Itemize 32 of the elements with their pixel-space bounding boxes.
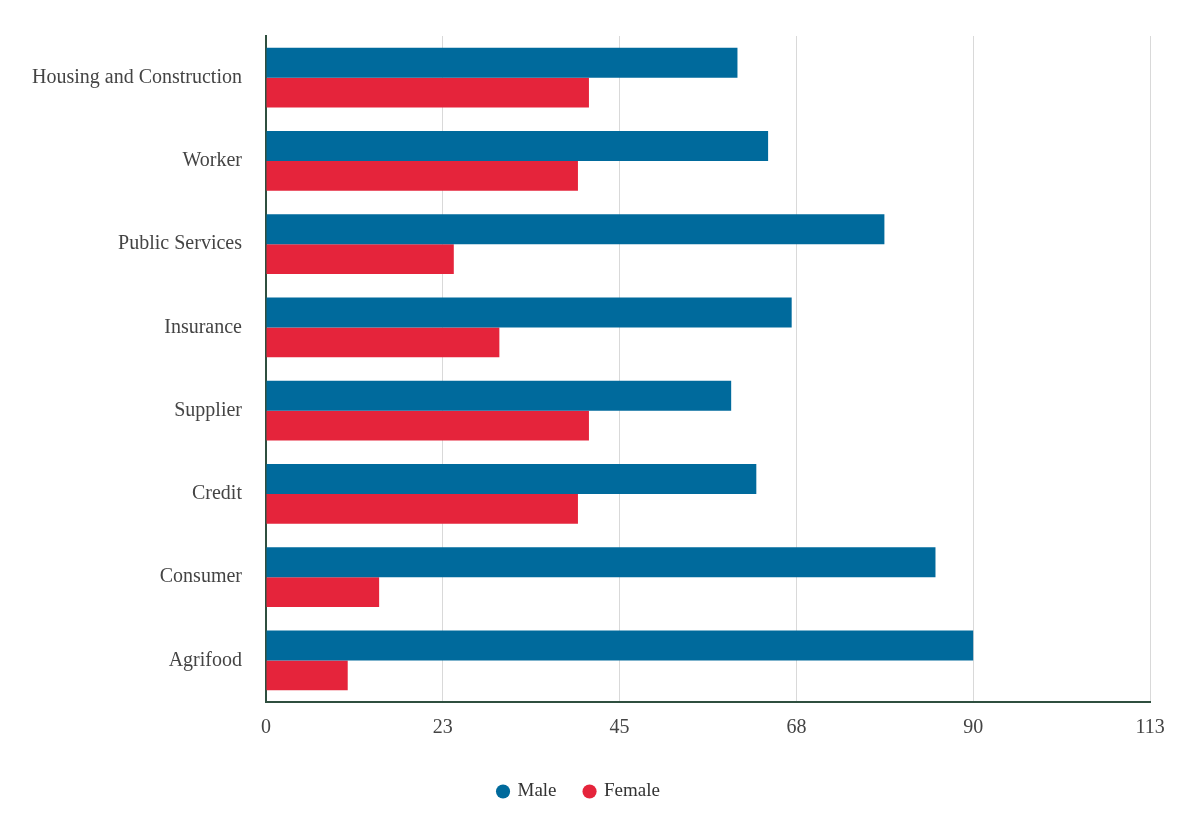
bar [266, 410, 589, 441]
y-tick-label: Worker [182, 148, 243, 171]
bar [266, 47, 738, 78]
bar [266, 297, 792, 328]
x-tick-label: 68 [786, 715, 807, 738]
bar [266, 493, 578, 524]
bar [266, 463, 757, 494]
x-tick-label: 45 [609, 715, 630, 738]
y-tick-label: Supplier [174, 397, 243, 421]
bar [266, 244, 454, 275]
x-tick-label: 23 [432, 715, 453, 738]
x-tick-label: 113 [1135, 715, 1165, 738]
bar [266, 660, 348, 691]
bar [266, 130, 769, 161]
bar [266, 577, 380, 608]
bar [266, 327, 500, 358]
x-tick-label: 90 [963, 715, 984, 738]
bar [266, 380, 732, 411]
bar [266, 77, 589, 108]
y-tick-label: Insurance [164, 314, 243, 337]
y-tick-label: Agrifood [168, 647, 242, 671]
bar [266, 630, 974, 661]
legend-label: Female [604, 779, 660, 801]
x-tick-label: 0 [260, 715, 271, 738]
bar [266, 160, 578, 191]
y-tick-label: Housing and Construction [31, 64, 242, 88]
y-tick-label: Consumer [159, 564, 243, 587]
bar [266, 547, 936, 578]
y-tick-label: Credit [191, 481, 243, 504]
legend-label: Male [517, 779, 557, 801]
y-tick-label: Public Services [118, 231, 243, 254]
bar [266, 214, 885, 245]
